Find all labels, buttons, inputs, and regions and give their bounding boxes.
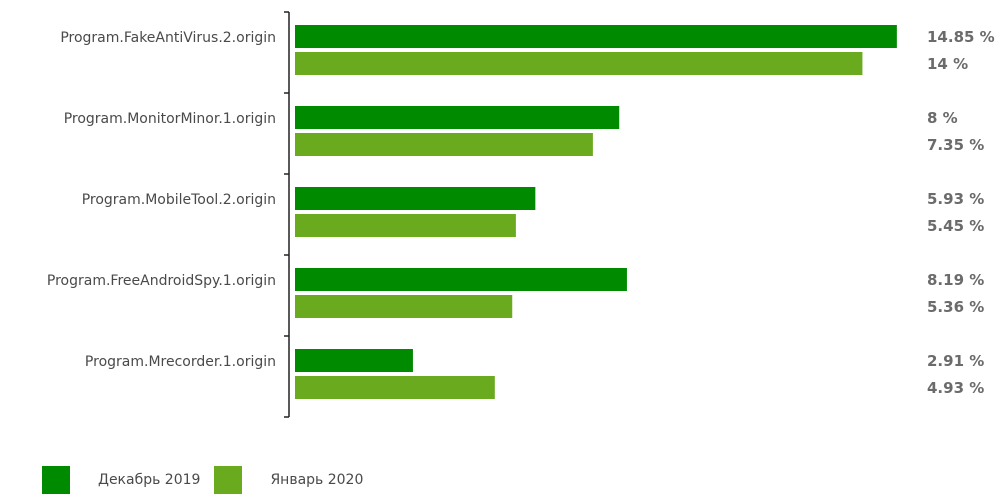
category-label: Program.MobileTool.2.origin <box>82 192 276 208</box>
category-label: Program.MonitorMinor.1.origin <box>64 111 276 127</box>
data-label-series-2: 5.36 % <box>927 298 984 316</box>
category-label: Program.Mrecorder.1.origin <box>85 354 276 370</box>
legend-swatch-series-1 <box>42 466 70 494</box>
bar-series-1 <box>295 25 897 48</box>
category-label: Program.FakeAntiVirus.2.origin <box>60 30 276 46</box>
bar-series-2 <box>295 52 863 75</box>
legend-item-series-2: Январь 2020 <box>214 466 363 494</box>
data-label-series-1: 8.19 % <box>927 271 984 289</box>
bar-series-1 <box>295 106 620 129</box>
data-label-series-2: 14 % <box>927 55 968 73</box>
legend-label-series-1: Декабрь 2019 <box>98 472 201 488</box>
bar-series-2 <box>295 214 516 237</box>
bar-series-2 <box>295 133 593 156</box>
legend-item-series-1: Декабрь 2019 <box>42 466 200 494</box>
legend-swatch-series-2 <box>214 466 243 494</box>
data-label-series-1: 2.91 % <box>927 352 984 370</box>
data-label-series-2: 5.45 % <box>927 217 984 235</box>
legend-label-series-2: Январь 2020 <box>270 472 364 488</box>
bar-series-2 <box>295 295 513 318</box>
data-label-series-1: 14.85 % <box>927 28 995 46</box>
data-label-series-2: 7.35 % <box>927 136 984 154</box>
category-label: Program.FreeAndroidSpy.1.origin <box>47 273 276 289</box>
data-label-series-1: 5.93 % <box>927 190 984 208</box>
bar-series-1 <box>295 349 413 372</box>
bar-series-1 <box>295 187 536 210</box>
legend: Декабрь 2019 Январь 2020 <box>42 466 377 494</box>
bar-series-2 <box>295 376 495 399</box>
bar-series-1 <box>295 268 627 291</box>
data-label-series-1: 8 % <box>927 109 958 127</box>
data-label-series-2: 4.93 % <box>927 379 984 397</box>
